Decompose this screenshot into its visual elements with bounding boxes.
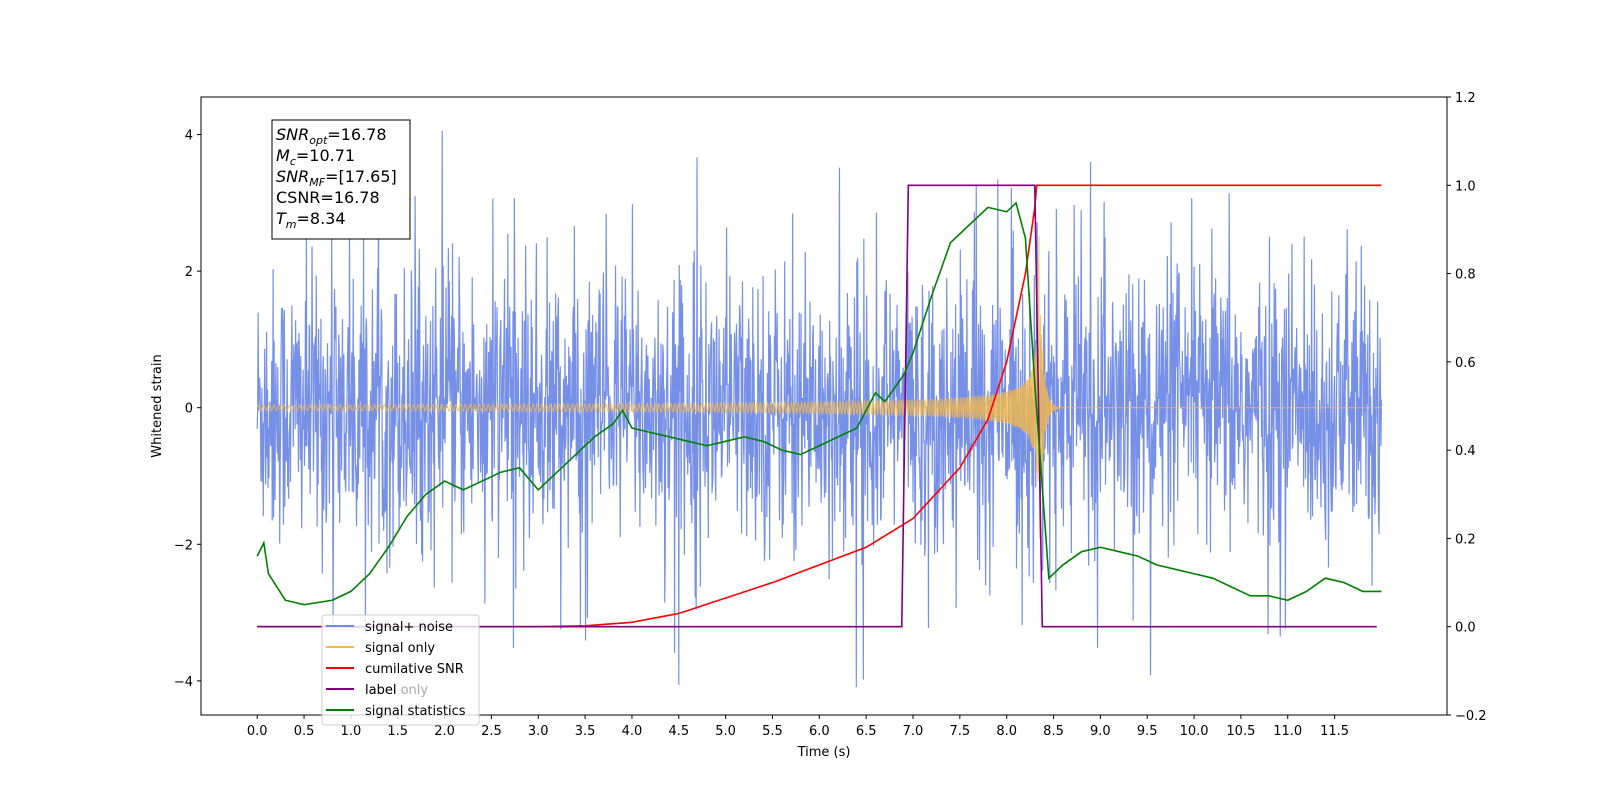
legend-label: signal only — [365, 641, 435, 656]
x-tick-label: 5.5 — [762, 724, 783, 739]
legend-label: signal statistics — [365, 704, 466, 719]
series-cumilative-snr — [257, 184, 1382, 628]
x-tick-label: 9.0 — [1090, 724, 1111, 739]
x-tick-label: 7.5 — [949, 724, 970, 739]
x-tick-label: 4.0 — [622, 724, 643, 739]
y2-tick-label: 0.8 — [1455, 268, 1476, 283]
y2-tick-label: 0.0 — [1455, 621, 1476, 636]
y2-tick-label: 0.6 — [1455, 356, 1476, 371]
x-tick-label: 1.0 — [341, 724, 362, 739]
x-tick-label: 4.5 — [668, 724, 689, 739]
x-tick-label: 9.5 — [1137, 724, 1158, 739]
series-signal-only — [256, 236, 1382, 539]
series-signal-noise — [256, 130, 1383, 688]
legend-frame — [321, 614, 480, 726]
x-tick-label: 0.0 — [247, 724, 268, 739]
y-tick-label: −4 — [174, 675, 193, 690]
y-axis-right: 1.2 1.0 0.8 0.6 0.4 0.2 0.0 −0.2 — [1447, 91, 1487, 724]
x-tick-label: 10.5 — [1226, 724, 1255, 739]
legend-label: label only — [365, 683, 428, 698]
legend-label: signal+ noise — [365, 620, 453, 635]
series-label — [257, 184, 1377, 628]
annotation-line: SNRMF=[17.65] — [276, 167, 397, 189]
x-tick-label: 6.0 — [809, 724, 830, 739]
x-tick-label: 2.5 — [481, 724, 502, 739]
x-tick-label: 11.5 — [1320, 724, 1349, 739]
x-tick-label: 3.5 — [575, 724, 596, 739]
series-signal-statistics — [256, 201, 1382, 606]
x-tick-label: 2.0 — [434, 724, 455, 739]
y2-tick-label: 1.0 — [1455, 179, 1476, 194]
x-tick-label: 6.5 — [856, 724, 877, 739]
annotation-box: SNRopt=16.78Mc=10.71SNRMF=[17.65]CSNR=16… — [271, 119, 411, 240]
x-tick-label: 7.0 — [903, 724, 924, 739]
y2-tick-label: −0.2 — [1455, 709, 1487, 724]
annotation-line: Tm=8.34 — [276, 209, 346, 231]
x-tick-label: 10.0 — [1180, 724, 1209, 739]
x-tick-label: 5.0 — [715, 724, 736, 739]
annotation-frame — [271, 119, 411, 240]
y2-tick-label: 0.2 — [1455, 532, 1476, 547]
x-axis-label: Time (s) — [797, 745, 851, 760]
annotation-line: CSNR=16.78 — [276, 188, 380, 207]
y-tick-label: 4 — [185, 129, 193, 144]
y-axis-left: 4 2 0 −2 −4 — [174, 129, 201, 690]
legend: signal+ noise signal only cumilative SNR la… — [321, 614, 480, 726]
annotation-line: Mc=10.71 — [276, 146, 355, 168]
y2-tick-label: 1.2 — [1455, 91, 1476, 106]
plot-frame — [200, 96, 1448, 716]
x-tick-label: 3.0 — [528, 724, 549, 739]
series-layer — [256, 130, 1383, 688]
legend-label: label — [365, 683, 396, 698]
x-axis: 0.0 0.5 1.0 1.5 2.0 2.5 3.0 3.5 4.0 4.5 5.0 5.5 6.0 6… — [247, 715, 1349, 739]
legend-label: cumilative SNR — [365, 662, 464, 677]
y-tick-label: −2 — [174, 538, 193, 553]
y-tick-label: 2 — [185, 265, 193, 280]
x-tick-label: 8.0 — [996, 724, 1017, 739]
y2-tick-label: 0.4 — [1455, 444, 1476, 459]
x-tick-label: 8.5 — [1043, 724, 1064, 739]
x-tick-label: 1.5 — [387, 724, 408, 739]
y-tick-label: 0 — [185, 402, 193, 417]
annotation-line: SNRopt=16.78 — [276, 125, 387, 147]
x-tick-label: 0.5 — [294, 724, 315, 739]
x-tick-label: 11.0 — [1273, 724, 1302, 739]
y-axis-label: Whitened strain — [150, 354, 165, 457]
